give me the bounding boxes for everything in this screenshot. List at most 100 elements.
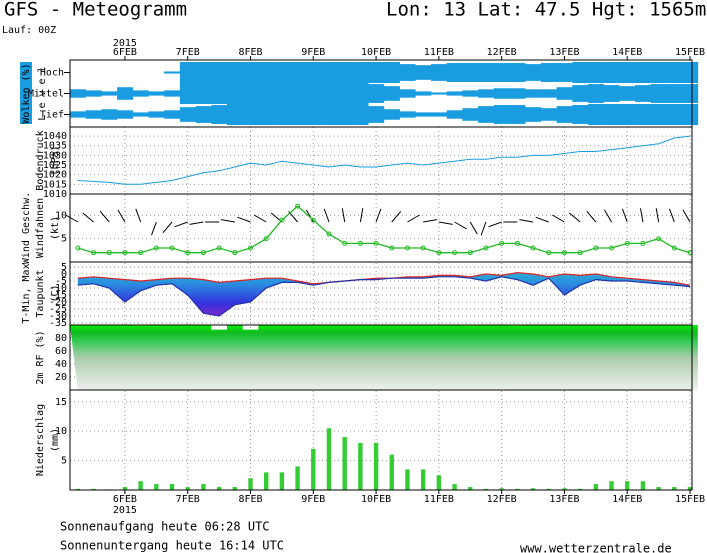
cloud-cell <box>478 89 495 98</box>
precip-bar <box>530 488 536 490</box>
location: Lon: 13 Lat: 47.5 Hgt: 1565m <box>386 0 706 21</box>
precip-bar <box>326 428 332 490</box>
level-label: Hoch <box>40 68 64 79</box>
y-tick-label: 10 <box>55 210 67 221</box>
cloud-cell <box>336 83 353 104</box>
wind-barb <box>469 221 478 235</box>
wind-barb <box>480 221 487 236</box>
run: Lauf: 00Z <box>2 25 56 36</box>
wind-barb <box>237 216 251 223</box>
cloud-cell <box>289 104 306 125</box>
cloud-cell <box>415 112 432 117</box>
precip-bar <box>169 484 175 490</box>
wind-speed-point <box>279 217 285 223</box>
panel-label: Windfahnen <box>35 198 46 258</box>
wind-barb <box>82 212 94 223</box>
cloud-cell <box>431 92 448 95</box>
cloud-cell <box>242 104 259 125</box>
cloud-cell <box>635 104 652 125</box>
precip-bar <box>625 481 630 490</box>
y-tick-label: -15 <box>49 290 67 301</box>
precip-bar <box>452 484 457 490</box>
cloud-cell <box>650 104 667 125</box>
cloud-cell <box>117 87 134 100</box>
y-tick-label: -30 <box>49 311 67 322</box>
cloud-cell <box>525 107 542 122</box>
cloud-cell <box>399 111 416 118</box>
cloud-cell <box>70 89 86 98</box>
cloud-cell <box>603 62 620 83</box>
precip-bar <box>154 484 159 490</box>
precip-bar <box>577 488 583 490</box>
precip-bar <box>279 472 285 490</box>
wind-barb <box>569 212 581 223</box>
cloud-cell <box>572 62 589 83</box>
cloud-cell <box>117 110 134 119</box>
panel-label: Niederschlag <box>35 404 46 476</box>
cloud-cell <box>415 65 432 80</box>
cloud-cell <box>179 83 196 104</box>
date-label: 8FEB <box>238 494 262 505</box>
date-label: 6FEB <box>113 494 137 505</box>
wind-speed-point <box>310 217 316 223</box>
pressure-line <box>77 135 691 185</box>
y-tick-label: -25 <box>49 304 67 315</box>
date-label: 9FEB <box>301 494 325 505</box>
wind-barb <box>488 221 502 228</box>
precip-bar <box>216 487 222 490</box>
cloud-cell <box>666 104 683 125</box>
precip-bar <box>295 466 300 490</box>
cloud-cell <box>525 64 542 81</box>
date-label: 13FEB <box>549 494 579 505</box>
cloud-cell <box>462 90 479 97</box>
cloud-cell <box>179 62 196 83</box>
precip-bar <box>609 481 614 490</box>
date-label: 13FEB <box>549 47 579 58</box>
precip-bar <box>436 475 442 490</box>
precip-bar <box>342 437 347 490</box>
cloud-cell <box>336 104 353 125</box>
cloud-cell <box>321 62 338 83</box>
cloud-cell <box>603 104 620 125</box>
wind-speed-point <box>91 250 97 256</box>
cloud-cell <box>493 63 510 82</box>
precip-bar <box>515 488 520 490</box>
date-label: 14FEB <box>612 47 642 58</box>
cloud-cell <box>383 109 400 120</box>
wind-barb <box>535 216 549 223</box>
precip-bar <box>373 442 379 490</box>
cloud-cell <box>383 86 400 101</box>
wind-speed-line <box>77 205 691 254</box>
cloud-cell <box>352 104 369 125</box>
date-label: 12FEB <box>487 47 517 58</box>
cloud-cell <box>462 63 479 82</box>
cloud-cell <box>321 83 338 104</box>
wind-speed-point <box>122 250 128 256</box>
wind-speed-point <box>106 250 112 256</box>
wind-barb <box>151 221 157 236</box>
wind-barb <box>117 209 126 223</box>
wind-barb <box>655 208 660 223</box>
wind-barb <box>162 221 173 234</box>
wind-barb <box>220 219 235 223</box>
y-tick-label: 5 <box>61 234 67 245</box>
wind-speed-point <box>577 250 583 256</box>
level-label: Mittel <box>28 89 64 100</box>
y-tick-label: -5 <box>55 276 67 287</box>
precip-bar <box>672 487 677 490</box>
cloud-cell <box>509 88 526 99</box>
date-label: 6FEB <box>113 47 137 58</box>
wind-speed-point <box>420 245 426 251</box>
wind-speed-point <box>514 240 520 246</box>
panel-label: Wolken (%) <box>21 63 32 123</box>
cloud-cell <box>540 63 557 82</box>
cloud-cell <box>666 62 683 83</box>
title: GFS - Meteogramm <box>4 0 187 21</box>
cloud-cell <box>368 106 385 123</box>
wind-speed-point <box>153 245 159 251</box>
cloud-cell <box>226 83 243 104</box>
y-tick-label: 5 <box>61 262 67 273</box>
cloud-cell <box>336 62 353 83</box>
date-label: 11FEB <box>424 47 454 58</box>
